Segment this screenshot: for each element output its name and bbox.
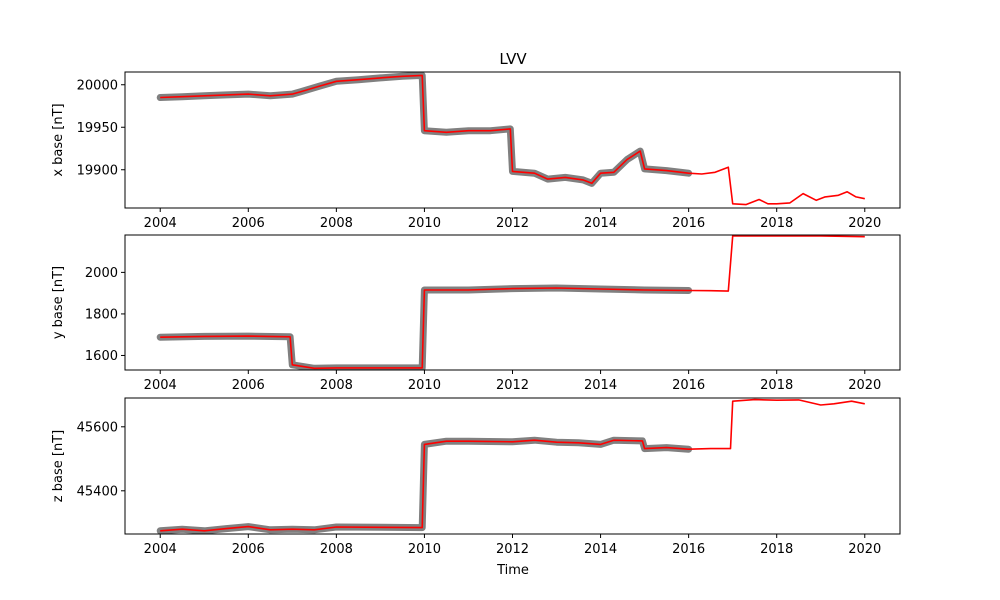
- panel-2: 2004 2006 2008 2010 2012 2014 2016 2018 2020 1600…: [51, 234, 901, 393]
- x-tick-label: 2020: [848, 378, 881, 393]
- panel-3: 2004 2006 2008 2010 2012 2014 2016 2018 2020 4540…: [51, 397, 901, 557]
- y-tick-label: 2000: [85, 266, 118, 281]
- x-tick-label: 2020: [848, 542, 881, 557]
- x-tick-label: 2008: [320, 216, 353, 231]
- panel-3-model-series: [160, 398, 865, 532]
- x-tick-label: 2010: [408, 542, 441, 557]
- x-tick-label: 2006: [232, 378, 265, 393]
- x-tick-label: 2008: [320, 378, 353, 393]
- panel-2-y-axis-label: y base [nT]: [51, 266, 66, 339]
- x-tick-label: 2014: [584, 378, 617, 393]
- x-tick-label: 2004: [144, 542, 177, 557]
- panel-2-model-series: [160, 235, 865, 370]
- panel-1-data: [156, 72, 865, 206]
- y-tick-label: 19900: [77, 163, 118, 178]
- panel-2-data: [156, 235, 865, 370]
- x-tick-label: 2020: [848, 216, 881, 231]
- x-tick-label: 2012: [496, 378, 529, 393]
- x-tick-label: 2012: [496, 542, 529, 557]
- panel-3-frame: [124, 397, 901, 535]
- x-tick-label: 2014: [584, 216, 617, 231]
- x-tick-label: 2006: [232, 542, 265, 557]
- x-tick-label: 2018: [760, 378, 793, 393]
- panel-3-y-axis-label: z base [nT]: [51, 430, 66, 502]
- x-tick-label: 2006: [232, 216, 265, 231]
- y-tick-label: 45600: [77, 420, 118, 435]
- y-tick-label: 20000: [77, 78, 118, 93]
- x-tick-label: 2004: [144, 216, 177, 231]
- panel-3-data: [156, 398, 865, 534]
- x-tick-label: 2014: [584, 542, 617, 557]
- x-tick-label: 2016: [672, 542, 705, 557]
- x-tick-label: 2016: [672, 378, 705, 393]
- x-tick-label: 2018: [760, 216, 793, 231]
- y-tick-label: 45400: [77, 484, 118, 499]
- panel-1-model-series: [160, 74, 865, 206]
- panel-1-y-axis-label: x base [nT]: [51, 103, 66, 176]
- x-tick-label: 2018: [760, 542, 793, 557]
- x-tick-label: 2012: [496, 216, 529, 231]
- x-tick-label: 2010: [408, 216, 441, 231]
- x-tick-label: 2010: [408, 378, 441, 393]
- chart-title: LVV: [499, 50, 527, 68]
- panel-1: 2004 2006 2008 2010 2012 2014 2016 2018 2020 1990…: [51, 71, 901, 231]
- x-tick-label: 2016: [672, 216, 705, 231]
- panel-2-frame: [124, 234, 901, 371]
- x-tick-label: 2008: [320, 542, 353, 557]
- x-tick-label: 2004: [144, 378, 177, 393]
- x-axis-label: Time: [496, 563, 529, 578]
- y-tick-label: 19950: [77, 121, 118, 136]
- y-tick-label: 1800: [85, 307, 118, 322]
- y-tick-label: 1600: [85, 349, 118, 364]
